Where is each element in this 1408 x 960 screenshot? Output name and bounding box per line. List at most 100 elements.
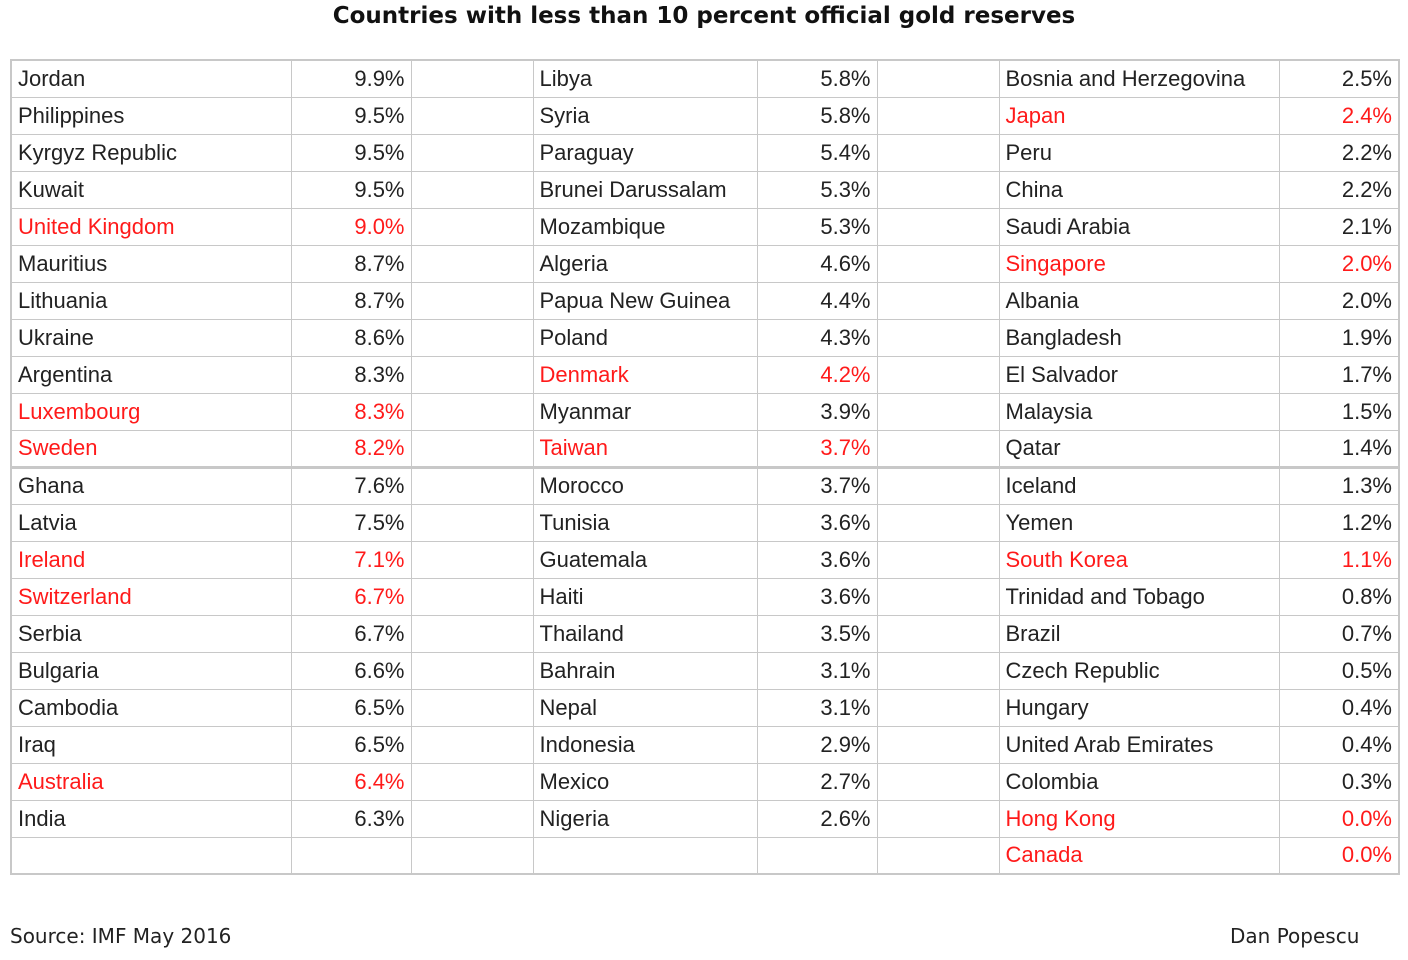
country-cell: Bangladesh (998, 318, 1280, 357)
country-cell: Bahrain (532, 651, 758, 690)
country-cell: Thailand (532, 614, 758, 653)
country-cell: Switzerland (10, 577, 292, 616)
country-cell: Czech Republic (998, 651, 1280, 690)
country-cell: China (998, 170, 1280, 209)
spacer-cell (876, 577, 1000, 616)
country-cell: Taiwan (532, 429, 758, 468)
country-cell: Nepal (532, 688, 758, 727)
spacer-cell (410, 688, 534, 727)
table-row: Lithuania 8.7% Papua New Guinea 4.4% Albania… (10, 281, 1400, 320)
percent-cell: 2.0% (1278, 244, 1400, 283)
percent-cell: 0.7% (1278, 614, 1400, 653)
spacer-cell (876, 725, 1000, 764)
country-cell: Kuwait (10, 170, 292, 209)
percent-cell: 0.0% (1278, 799, 1400, 838)
country-cell: Albania (998, 281, 1280, 320)
percent-cell: 3.7% (756, 465, 878, 505)
percent-cell: 2.9% (756, 725, 878, 764)
percent-cell: 9.9% (290, 59, 412, 98)
country-cell: Mexico (532, 762, 758, 801)
country-cell: Qatar (998, 429, 1280, 468)
country-cell: Myanmar (532, 392, 758, 431)
spacer-cell (410, 836, 534, 875)
percent-cell: 1.7% (1278, 355, 1400, 394)
country-cell: United Kingdom (10, 207, 292, 246)
spacer-cell (410, 762, 534, 801)
percent-cell: 6.6% (290, 651, 412, 690)
country-cell: Australia (10, 762, 292, 801)
percent-cell: 7.5% (290, 503, 412, 542)
percent-cell: 0.5% (1278, 651, 1400, 690)
country-cell: Paraguay (532, 133, 758, 172)
page-title: Countries with less than 10 percent offi… (332, 3, 1076, 29)
spacer-cell (876, 96, 1000, 135)
spacer-cell (876, 688, 1000, 727)
spacer-cell (410, 207, 534, 246)
spacer-cell (876, 762, 1000, 801)
country-cell: Serbia (10, 614, 292, 653)
country-cell: Haiti (532, 577, 758, 616)
percent-cell: 2.2% (1278, 170, 1400, 209)
spacer-cell (410, 577, 534, 616)
spacer-cell (876, 392, 1000, 431)
country-cell: Kyrgyz Republic (10, 133, 292, 172)
percent-cell (756, 836, 878, 875)
spacer-cell (876, 651, 1000, 690)
table-row: United Kingdom 9.0% Mozambique 5.3% Saudi Ar… (10, 207, 1400, 246)
country-cell (532, 836, 758, 875)
percent-cell: 1.4% (1278, 429, 1400, 468)
spacer-cell (410, 59, 534, 98)
percent-cell: 9.0% (290, 207, 412, 246)
country-cell: Brazil (998, 614, 1280, 653)
country-cell: Brunei Darussalam (532, 170, 758, 209)
country-cell: Argentina (10, 355, 292, 394)
country-cell: Saudi Arabia (998, 207, 1280, 246)
spacer-cell (876, 429, 1000, 468)
spacer-cell (876, 170, 1000, 209)
percent-cell: 6.4% (290, 762, 412, 801)
country-cell: Cambodia (10, 688, 292, 727)
country-cell: Lithuania (10, 281, 292, 320)
country-cell: Japan (998, 96, 1280, 135)
spacer-cell (410, 651, 534, 690)
country-cell: Bulgaria (10, 651, 292, 690)
spacer-cell (410, 540, 534, 579)
spacer-cell (410, 725, 534, 764)
country-cell: Libya (532, 59, 758, 98)
percent-cell (290, 836, 412, 875)
percent-cell: 0.3% (1278, 762, 1400, 801)
percent-cell: 2.0% (1278, 281, 1400, 320)
percent-cell: 8.3% (290, 392, 412, 431)
spacer-cell (876, 799, 1000, 838)
percent-cell: 5.3% (756, 207, 878, 246)
table-row: Latvia 7.5% Tunisia 3.6% Yemen 1.2% (10, 503, 1400, 542)
table-row: Mauritius 8.7% Algeria 4.6% Singapore 2.0% (10, 244, 1400, 283)
spacer-cell (876, 355, 1000, 394)
percent-cell: 1.5% (1278, 392, 1400, 431)
country-cell: Hungary (998, 688, 1280, 727)
country-cell: Iceland (998, 465, 1280, 505)
percent-cell: 9.5% (290, 170, 412, 209)
percent-cell: 3.6% (756, 540, 878, 579)
table-row: Serbia 6.7% Thailand 3.5% Brazil 0.7% (10, 614, 1400, 653)
country-cell: South Korea (998, 540, 1280, 579)
percent-cell: 2.7% (756, 762, 878, 801)
spacer-cell (876, 244, 1000, 283)
country-cell: Hong Kong (998, 799, 1280, 838)
table-row: Philippines 9.5% Syria 5.8% Japan 2.4% (10, 96, 1400, 135)
table-row: Bulgaria 6.6% Bahrain 3.1% Czech Republic 0.5… (10, 651, 1400, 690)
country-cell: Morocco (532, 465, 758, 505)
percent-cell: 1.1% (1278, 540, 1400, 579)
country-cell: Indonesia (532, 725, 758, 764)
percent-cell: 4.3% (756, 318, 878, 357)
country-cell: Bosnia and Herzegovina (998, 59, 1280, 98)
percent-cell: 1.9% (1278, 318, 1400, 357)
country-cell: Canada (998, 836, 1280, 875)
table-body: Jordan 9.9% Libya 5.8% Bosnia and Herzegovin… (10, 59, 1400, 875)
percent-cell: 6.3% (290, 799, 412, 838)
table-row: Switzerland 6.7% Haiti 3.6% Trinidad and Tob… (10, 577, 1400, 616)
percent-cell: 2.6% (756, 799, 878, 838)
percent-cell: 3.9% (756, 392, 878, 431)
percent-cell: 2.4% (1278, 96, 1400, 135)
percent-cell: 2.2% (1278, 133, 1400, 172)
